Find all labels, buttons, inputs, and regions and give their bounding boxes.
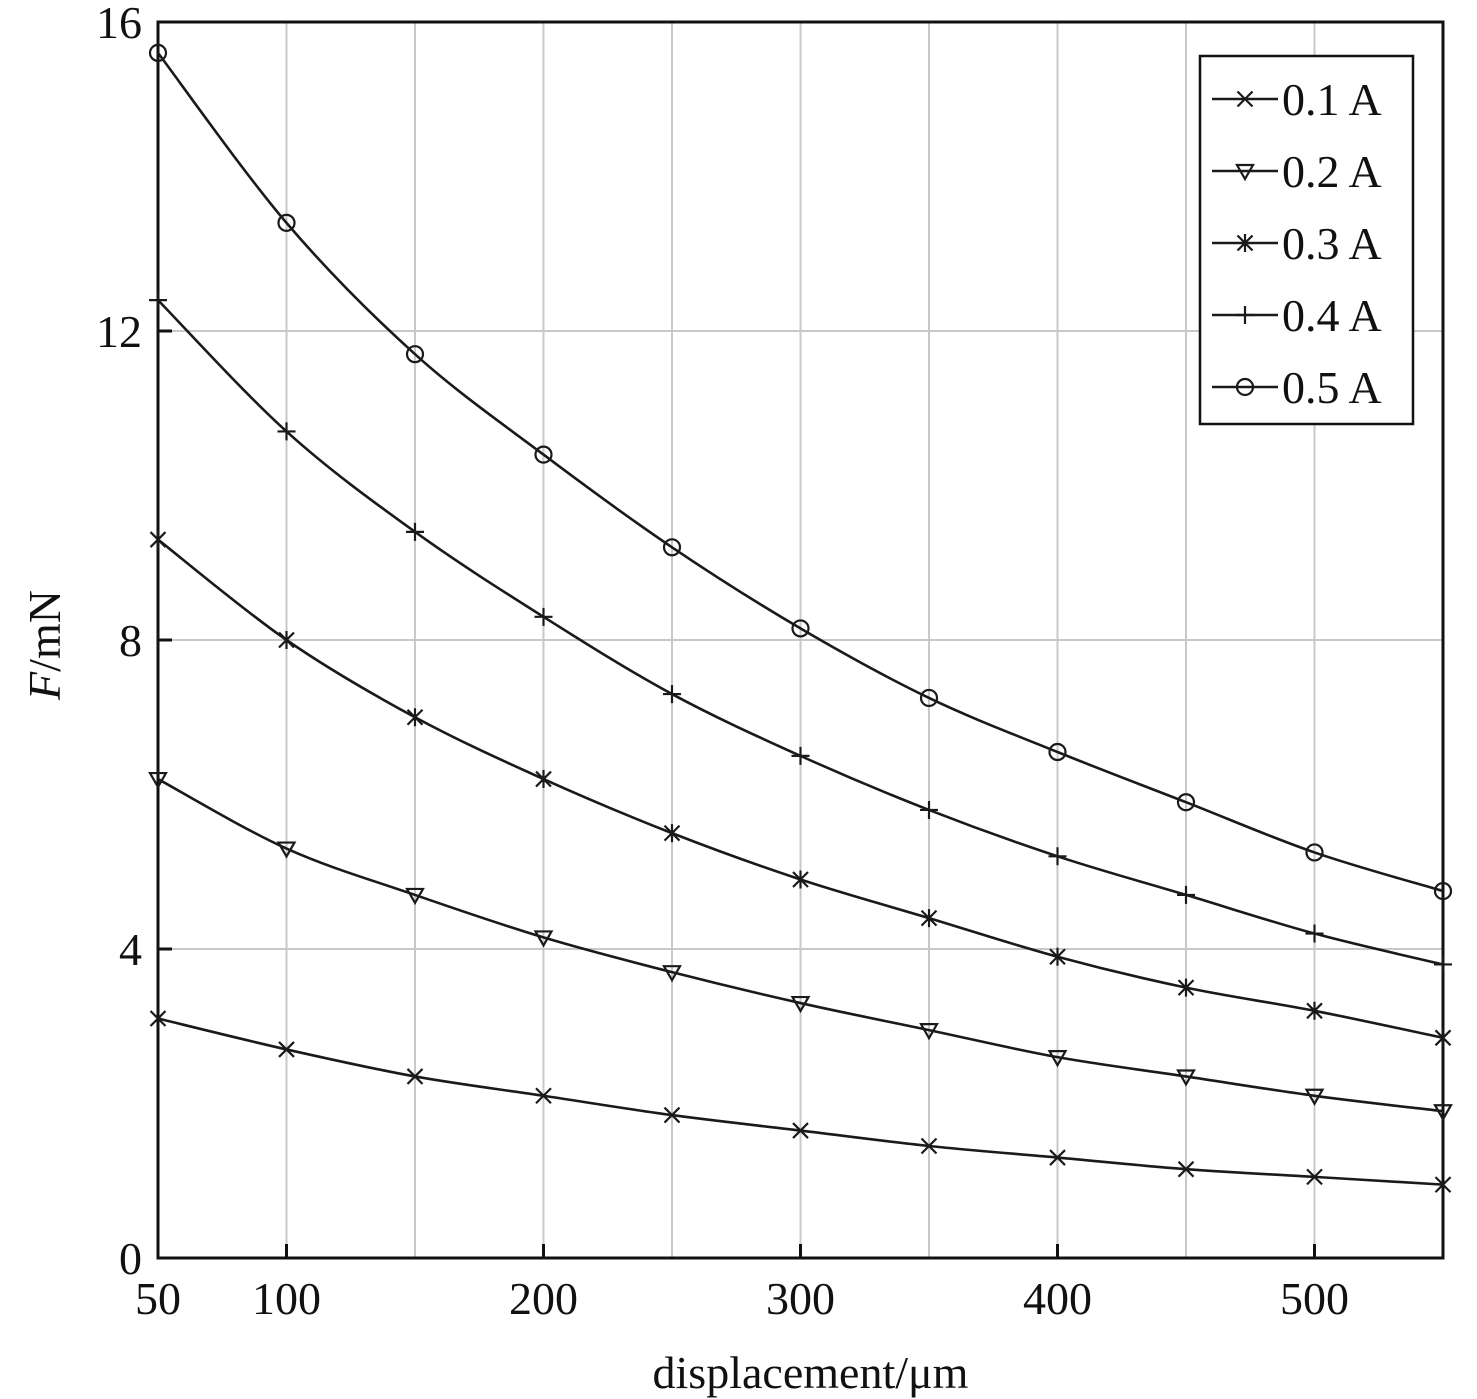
series-marker-plus <box>1177 885 1195 904</box>
series-marker-x <box>792 1122 809 1139</box>
series-marker-circle <box>791 619 810 638</box>
y-axis-label: F/mN <box>19 590 70 701</box>
series-marker-triangle-down <box>919 1023 939 1041</box>
series-0_5-A <box>148 43 1453 901</box>
series-marker-circle <box>534 445 553 464</box>
series-marker-plus <box>277 422 296 441</box>
series-marker-asterisk <box>278 631 295 649</box>
series-marker-circle <box>662 538 682 557</box>
series-marker-x <box>1236 90 1254 108</box>
legend-label: 0.2 A <box>1282 146 1382 197</box>
y-tick-label: 0 <box>119 1233 142 1284</box>
series-marker-asterisk <box>663 824 681 843</box>
series-marker-triangle-down <box>1235 163 1255 182</box>
series-marker-circle <box>277 213 296 232</box>
series-marker-triangle-down <box>662 965 682 983</box>
series-marker-x <box>149 1010 167 1027</box>
series-marker-triangle-down <box>405 887 425 906</box>
series-0_2-A <box>148 771 1453 1122</box>
series-marker-asterisk <box>1434 1028 1452 1047</box>
series-marker-circle <box>1176 793 1196 812</box>
series-marker-triangle-down <box>1047 1050 1068 1068</box>
series-marker-circle <box>148 43 168 63</box>
series-0_4-A <box>149 291 1452 974</box>
series-marker-asterisk <box>1177 978 1195 997</box>
series-marker-triangle-down <box>276 841 297 859</box>
x-tick-label: 100 <box>252 1273 321 1324</box>
series-marker-triangle-down <box>148 771 168 790</box>
series-marker-asterisk <box>920 909 938 928</box>
series-marker-asterisk <box>149 530 167 549</box>
y-tick-label: 8 <box>119 615 142 666</box>
series-line <box>156 52 1444 893</box>
legend-label: 0.5 A <box>1282 362 1382 413</box>
legend-item: 0.3 A <box>1212 218 1382 269</box>
series-marker-x <box>1306 1168 1323 1186</box>
series-marker-x <box>663 1106 681 1124</box>
legend-box <box>1198 54 1415 426</box>
series-marker-circle <box>1048 742 1067 762</box>
series-marker-triangle-down <box>1433 1104 1453 1122</box>
legend-item: 0.4 A <box>1212 290 1382 341</box>
series-0_3-A <box>149 530 1452 1047</box>
series-marker-triangle-down <box>1176 1069 1196 1087</box>
series-marker-triangle-down <box>533 930 554 948</box>
legend-item: 0.2 A <box>1212 146 1382 197</box>
x-axis-label: displacement/μm <box>653 1347 969 1398</box>
series-group <box>148 43 1453 1193</box>
series-marker-plus <box>149 291 167 310</box>
y-axis-label-symbol: F <box>19 671 70 701</box>
series-marker-plus <box>663 685 681 704</box>
series-marker-x <box>1434 1176 1452 1193</box>
series-marker-x <box>535 1087 552 1105</box>
series-marker-x <box>1177 1160 1195 1178</box>
series-marker-x <box>278 1041 295 1058</box>
series-marker-x <box>920 1137 938 1155</box>
series-marker-plus <box>534 607 553 626</box>
series-marker-triangle-down <box>790 995 811 1014</box>
legend-item: 0.1 A <box>1212 74 1382 125</box>
series-marker-plus <box>1048 847 1067 866</box>
series-marker-plus <box>920 800 938 819</box>
y-tick-label: 12 <box>96 306 142 357</box>
series-marker-circle <box>1305 843 1324 862</box>
series-marker-triangle-down <box>1304 1088 1325 1106</box>
legend: 0.1 A 0.2 A 0.3 A 0.4 A 0.5 A <box>1198 54 1415 426</box>
series-marker-circle <box>405 345 425 364</box>
series-marker-plus <box>1305 924 1324 943</box>
series-marker-circle <box>919 688 939 708</box>
y-tick-label: 4 <box>119 924 142 975</box>
x-tick-label: 400 <box>1023 1273 1092 1324</box>
legend-label: 0.1 A <box>1282 74 1382 125</box>
series-marker-circle <box>1235 377 1255 397</box>
series-marker-asterisk <box>792 870 809 889</box>
series-marker-plus <box>1236 306 1254 324</box>
y-axis-label-unit: /mN <box>19 590 70 672</box>
series-marker-asterisk <box>406 708 424 727</box>
series-marker-x <box>406 1068 424 1085</box>
series-marker-x <box>1049 1149 1066 1166</box>
series-marker-plus <box>406 522 424 541</box>
series-marker-asterisk <box>1049 947 1066 966</box>
series-line <box>157 299 1444 966</box>
series-marker-plus <box>791 746 810 765</box>
x-tick-label: 300 <box>766 1273 835 1324</box>
legend-item: 0.5 A <box>1212 362 1382 413</box>
grid <box>158 22 1443 1258</box>
x-tick-label: 50 <box>135 1273 181 1324</box>
series-marker-plus <box>1434 955 1452 974</box>
x-tick-label: 500 <box>1280 1273 1349 1324</box>
series-marker-asterisk <box>535 770 552 789</box>
x-tick-label: 200 <box>509 1273 578 1324</box>
y-tick-label: 16 <box>96 0 142 48</box>
legend-label: 0.3 A <box>1282 218 1382 269</box>
axis-ticks: 50 100 200 300 400 500 0 4 8 12 16 <box>96 0 1349 1324</box>
series-marker-asterisk <box>1236 234 1254 252</box>
series-marker-circle <box>1433 881 1453 901</box>
series-0_1-A <box>149 1010 1452 1193</box>
series-marker-asterisk <box>1306 1001 1323 1020</box>
legend-label: 0.4 A <box>1282 290 1382 341</box>
series-line <box>157 777 1444 1113</box>
